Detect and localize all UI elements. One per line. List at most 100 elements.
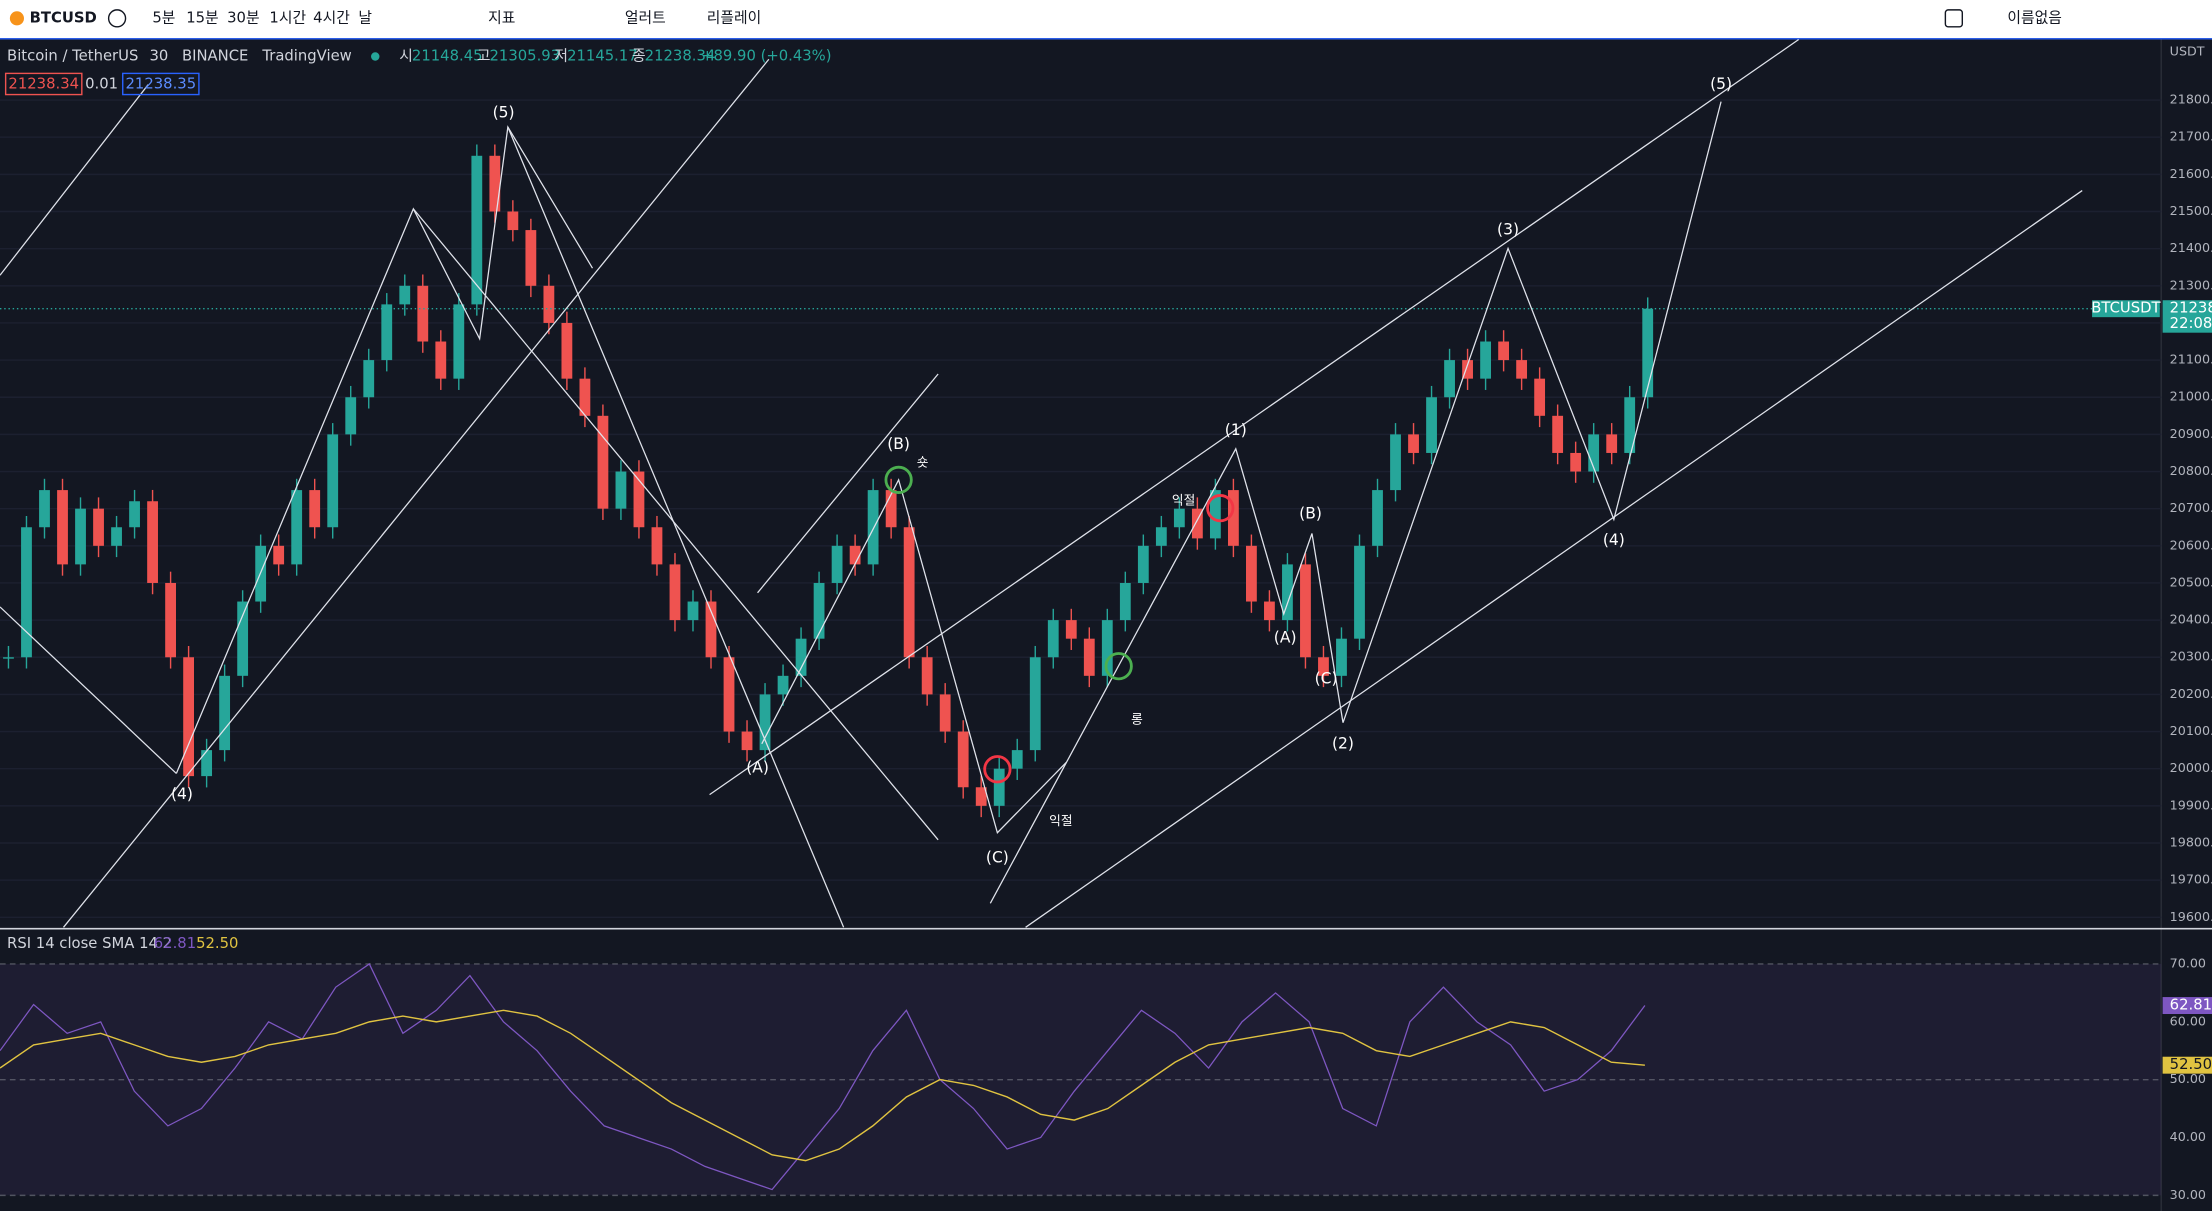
rsi-tag-text: 62.81 — [2170, 997, 2212, 1014]
candle — [183, 657, 195, 777]
candle — [1173, 508, 1185, 528]
rsi-tick-label: 30.00 — [2170, 1187, 2206, 1202]
y-tick-label: 19600.00 — [2170, 909, 2212, 924]
marker — [1206, 493, 1235, 523]
candle — [921, 657, 933, 695]
add-symbol[interactable] — [107, 9, 127, 28]
marker — [884, 465, 913, 494]
candle — [1227, 490, 1239, 546]
candle — [39, 490, 50, 528]
interval[interactable]: 4시간 — [313, 9, 350, 26]
interval[interactable]: 30분 — [227, 9, 259, 26]
candle — [1588, 434, 1600, 472]
candle — [993, 768, 1005, 806]
candle — [1354, 545, 1365, 639]
trend-line — [1025, 190, 2083, 928]
interval[interactable]: 5분 — [152, 9, 175, 26]
candle — [1642, 308, 1654, 398]
marker — [983, 755, 1012, 784]
wave-label: (1) — [1225, 421, 1247, 439]
candle — [129, 501, 140, 528]
indicators[interactable]: 지표 — [488, 9, 515, 26]
buy-box[interactable] — [122, 72, 200, 96]
interval[interactable]: 15분 — [186, 9, 218, 26]
layout-name[interactable]: 이름없음 — [2007, 9, 2061, 26]
candle — [1606, 434, 1618, 453]
y-tick-label: 20900.00 — [2170, 426, 2212, 441]
candle — [543, 285, 555, 323]
y-tick-label: 21300.00 — [2170, 277, 2212, 292]
price-tag-text: 21238.34 — [2170, 300, 2212, 317]
wave-line — [175, 125, 594, 774]
sell-price[interactable]: 21238.34 — [8, 76, 79, 93]
y-tick-label: 21400.00 — [2170, 240, 2212, 255]
symbol-tag-text: BTCUSDT — [2091, 300, 2161, 317]
legend-interval: 30 — [150, 47, 169, 64]
ohlc-value: 21305.93 — [490, 47, 561, 64]
candle — [759, 694, 771, 751]
wave-line — [989, 101, 1722, 904]
candle — [741, 731, 753, 751]
candle — [777, 675, 789, 695]
wave-labels: (5) (4) (A) (B) 숏 (C) 익절 롱 익절 (1) (B) (A… — [171, 75, 1732, 866]
candle — [1155, 527, 1167, 546]
candle — [1191, 508, 1203, 539]
symbol[interactable]: BTCUSD — [30, 9, 97, 26]
rsi-line — [0, 1009, 1645, 1162]
y-tick-label: 21500.00 — [2170, 203, 2212, 218]
y-tick-label: 20100.00 — [2170, 723, 2212, 738]
replay[interactable]: 리플레이 — [707, 9, 761, 26]
candle — [849, 545, 861, 565]
candle — [1011, 750, 1023, 769]
candle — [21, 527, 32, 658]
interval[interactable]: 날 — [358, 9, 372, 26]
candle — [165, 582, 176, 658]
candle — [831, 545, 843, 583]
candle — [1498, 341, 1510, 361]
price-tag — [2162, 300, 2212, 333]
alert[interactable]: 얼러트 — [625, 9, 666, 26]
candle — [381, 304, 393, 361]
candle — [813, 582, 825, 639]
candle — [147, 501, 158, 583]
wave-label: (A) — [1274, 628, 1297, 646]
trend-line — [0, 84, 149, 276]
sell-box[interactable] — [4, 72, 83, 96]
candle — [1570, 452, 1582, 472]
rsi-tag — [2162, 1056, 2212, 1074]
symbol-tag — [2092, 300, 2160, 318]
candle — [363, 360, 375, 398]
candle — [1300, 564, 1311, 658]
interval[interactable]: 1시간 — [269, 9, 306, 26]
wave-label: (B) — [1299, 504, 1322, 522]
rsi-tag — [2162, 997, 2212, 1015]
candle — [1029, 657, 1041, 751]
y-tick-label: 19900.00 — [2170, 797, 2212, 812]
y-tick-label: 21700.00 — [2170, 129, 2212, 144]
candle — [885, 490, 897, 528]
wave-label: (4) — [1603, 531, 1625, 549]
wave-label: (C) — [1315, 669, 1338, 687]
ohlc-value: 21238.34 — [645, 47, 716, 64]
candle — [579, 378, 591, 416]
y-tick-label: 19700.00 — [2170, 872, 2212, 887]
candle — [669, 564, 681, 621]
candle — [1318, 657, 1329, 676]
buy-price[interactable]: 21238.35 — [126, 76, 197, 93]
candle — [1047, 620, 1059, 658]
candle — [651, 527, 663, 565]
y-tick-label: 21600.00 — [2170, 166, 2212, 181]
rsi-legend-value: 62.81 — [154, 935, 196, 952]
candle — [219, 675, 231, 751]
rsi-tick-label: 60.00 — [2170, 1013, 2206, 1028]
candle — [939, 694, 951, 732]
legend-source: TradingView — [261, 47, 351, 64]
candle — [453, 304, 465, 379]
toolbar — [0, 0, 2212, 39]
fullscreen-icon[interactable] — [1944, 9, 1964, 28]
rsi-title: RSI 14 close SMA 14 2 — [7, 935, 172, 952]
candle — [1101, 620, 1113, 676]
candle — [471, 155, 483, 305]
